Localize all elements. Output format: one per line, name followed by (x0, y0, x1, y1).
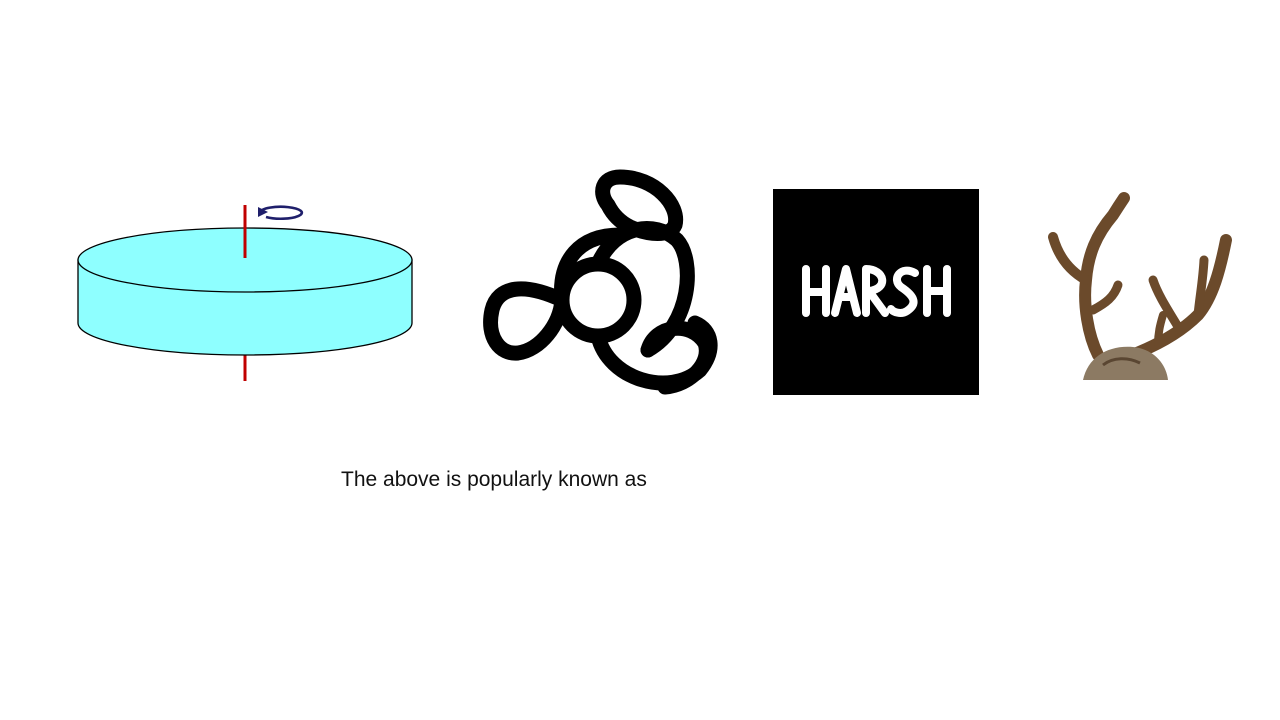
rotating-cylinder-icon (77, 205, 413, 381)
caption-text: The above is popularly known as (341, 468, 647, 491)
antlers-icon (1008, 185, 1240, 380)
harsh-word-image (773, 189, 979, 395)
three-loop-symbol-icon (483, 169, 718, 395)
harsh-lettering (802, 265, 951, 317)
rotation-arrow-icon (258, 207, 268, 217)
